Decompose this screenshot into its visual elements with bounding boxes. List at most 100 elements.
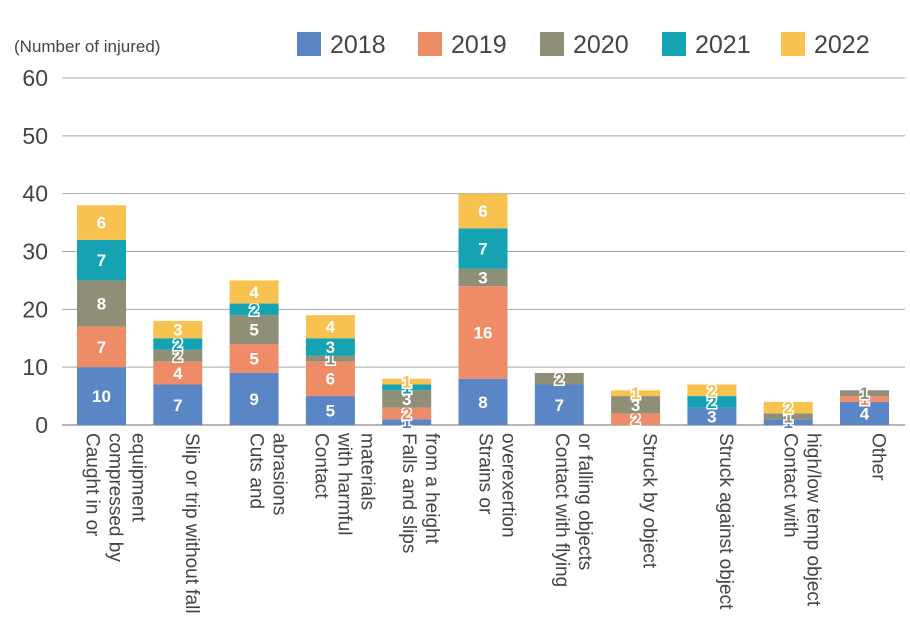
x-tick-label: Struck by object (639, 433, 660, 569)
x-tick-label: Struck against object (715, 433, 736, 610)
y-tick-label: 50 (22, 123, 48, 149)
x-tick-label: Cuts and (246, 433, 267, 509)
legend-label: 2021 (695, 31, 751, 59)
bar-segment (458, 286, 508, 379)
legend: 2018 2019 2020 2021 2022 (297, 31, 870, 59)
data-label: 6 (478, 202, 487, 221)
legend-swatch (662, 32, 686, 56)
data-label: 3 (326, 338, 335, 357)
bar-segment (305, 361, 355, 397)
legend-swatch (540, 32, 564, 56)
bar-segment (687, 407, 737, 425)
y-tick-label: 60 (22, 65, 48, 91)
data-label: 2 (707, 393, 716, 412)
data-label: 7 (97, 338, 106, 357)
y-axis-label: (Number of injured) (14, 37, 160, 56)
legend-swatch (297, 32, 321, 56)
bar-segment (763, 419, 813, 425)
bar-segment (382, 419, 432, 425)
y-tick-label: 40 (22, 181, 48, 207)
data-label: 1 (631, 384, 640, 403)
bar-segment (763, 401, 813, 414)
data-label: 2 (173, 347, 182, 366)
legend-label: 2019 (451, 31, 507, 59)
x-tick-labels: Caught in or compressed by equipment Slip o… (82, 432, 889, 614)
bar-segment (458, 378, 508, 425)
data-label: 3 (478, 269, 487, 288)
bar-segment (153, 361, 203, 385)
data-label: 8 (97, 295, 106, 314)
data-label: 4 (173, 364, 183, 383)
bar-segment (534, 384, 584, 425)
bar-segment (153, 320, 203, 339)
legend-label: 2022 (814, 31, 870, 59)
legend-label: 2020 (573, 31, 629, 59)
bar-segment (229, 280, 279, 304)
x-tick-label: Contact with (780, 433, 801, 538)
bar-segment (840, 396, 889, 402)
data-label: 4 (326, 318, 336, 337)
bar-segment (77, 280, 126, 327)
bar-segment (77, 205, 126, 240)
x-tick-label: Contact with flying (551, 433, 572, 587)
y-tick-label: 30 (22, 239, 48, 265)
x-tick-label: compressed by (105, 433, 126, 562)
bar-segment (77, 239, 126, 281)
bar-segment (458, 193, 508, 229)
bar-segment (382, 384, 432, 391)
x-tick-label: Caught in or (82, 433, 103, 537)
data-label: 2 (173, 335, 182, 354)
data-label: 5 (249, 349, 258, 368)
y-tick-label: 20 (22, 296, 48, 322)
bar-segment (77, 326, 126, 368)
bar-segment (305, 338, 355, 356)
bar-segment (763, 413, 813, 420)
bar-segment (305, 315, 355, 339)
data-label: 4 (860, 404, 870, 423)
y-tick-label: 10 (22, 354, 48, 380)
bar-segment (382, 378, 432, 385)
bar-segment (458, 268, 508, 287)
data-label: 3 (402, 390, 411, 409)
x-tick-label: Falls and slips (398, 433, 419, 553)
data-label: 1 (402, 373, 411, 392)
data-label: 1 (860, 384, 869, 403)
data-label: 6 (97, 214, 106, 233)
bar-segment (611, 396, 661, 414)
data-label: 7 (555, 396, 564, 415)
bar-segment (611, 390, 661, 397)
bar-segment (687, 384, 737, 397)
data-label: 4 (249, 283, 259, 302)
bar-segment (305, 396, 355, 425)
data-label: 9 (249, 390, 258, 409)
x-tick-label: Slip or trip without fall (181, 433, 202, 614)
data-label: 2 (631, 410, 640, 429)
x-tick-label: Other (868, 433, 889, 481)
legend-swatch (418, 32, 442, 56)
data-label: 7 (97, 251, 106, 270)
bar-segment (153, 384, 203, 425)
bar-segment (229, 372, 279, 425)
bar-segment (382, 407, 432, 420)
x-tick-label: materials (356, 433, 377, 510)
bar-segment (687, 396, 737, 408)
bar-segment (611, 413, 661, 425)
bar-segment (153, 349, 203, 362)
bar-segment (840, 401, 889, 425)
bar-segment (382, 390, 432, 408)
data-label: 3 (631, 396, 640, 415)
x-tick-label: Contact (310, 433, 331, 499)
bar-segment (534, 372, 584, 385)
x-tick-label: or falling objects (574, 433, 595, 570)
bar-segment (153, 338, 203, 350)
data-label: 2 (249, 300, 258, 319)
legend-label: 2018 (330, 31, 386, 59)
data-label: 6 (326, 370, 335, 389)
data-label: 8 (478, 393, 487, 412)
x-tick-label: from a height (421, 433, 442, 545)
data-label: 2 (555, 370, 564, 389)
y-tick-label: 0 (35, 412, 48, 438)
x-tick-label: high/low temp object (803, 433, 824, 607)
data-label: 7 (173, 396, 182, 415)
bar-segment (458, 228, 508, 269)
